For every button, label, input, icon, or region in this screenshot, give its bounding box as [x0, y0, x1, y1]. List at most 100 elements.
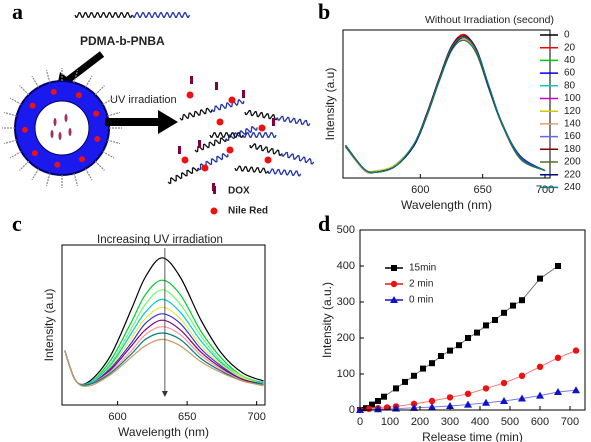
polymer-label: PDMA-b-PNBA [80, 34, 165, 48]
dye [22, 126, 29, 133]
corona-chain [9, 97, 22, 106]
marker [446, 394, 454, 401]
x-tick-label: 500 [501, 416, 519, 428]
marker [482, 385, 490, 392]
corona-chain [102, 150, 115, 159]
x-axis-title: Wavelength (nm) [118, 425, 209, 439]
corona-chain [73, 69, 79, 83]
x-axis-title: Release time (min) [422, 430, 523, 442]
drug [64, 114, 68, 122]
legend-label: 0 [564, 30, 570, 41]
dye [201, 164, 209, 172]
drug [68, 128, 72, 136]
corona-chain [107, 111, 121, 117]
dye [93, 110, 100, 117]
marker [374, 405, 382, 413]
series-line [64, 332, 264, 386]
marker [537, 275, 543, 282]
polymer-chain [242, 132, 277, 138]
polymer-chain [276, 115, 311, 127]
marker [464, 390, 472, 397]
polymer-chain [281, 151, 315, 165]
corona-chain [45, 69, 51, 83]
legend-label: 40 [564, 55, 576, 66]
polymer-chain [249, 143, 283, 157]
marker [438, 353, 444, 359]
marker [411, 372, 417, 379]
drug [190, 76, 193, 84]
dye [258, 124, 266, 132]
dye [79, 156, 86, 163]
dye [264, 156, 272, 164]
marker [482, 398, 490, 406]
legend-title: Without Irradiation (second) [425, 14, 554, 26]
corona-chain [45, 173, 51, 187]
drug [58, 132, 62, 140]
marker [375, 398, 381, 404]
polymer-chain [211, 99, 245, 113]
marker [447, 347, 453, 354]
corona-chain [73, 173, 79, 187]
x-tick-label: 650 [473, 184, 491, 196]
legend-label: 240 [564, 182, 581, 193]
polymer-chain [74, 12, 133, 18]
x-tick-label: 600 [411, 184, 429, 196]
drug [215, 82, 218, 90]
drug [53, 118, 57, 126]
marker [572, 386, 580, 394]
legend-label: 0 min [409, 295, 433, 306]
dye [181, 156, 189, 164]
dye [226, 146, 234, 154]
series-line [64, 338, 264, 387]
x-tick-label: 700 [247, 411, 265, 423]
legend-label: 180 [564, 144, 581, 155]
legend-label: 200 [564, 157, 581, 168]
marker [456, 342, 462, 349]
marker [393, 385, 399, 392]
corona-chain [3, 139, 17, 145]
legend-label: 80 [564, 80, 576, 91]
marker [501, 309, 507, 316]
x-axis-title: Wavelength (nm) [401, 198, 492, 212]
polymer-chain [179, 107, 213, 121]
polymer-chain [167, 167, 199, 185]
series-line [64, 257, 264, 386]
legend-label: 60 [564, 68, 576, 79]
marker [554, 388, 562, 395]
series-line [345, 36, 546, 174]
marker [464, 400, 472, 408]
corona-chain [94, 85, 105, 96]
corona-chain [94, 160, 105, 171]
marker [428, 397, 436, 405]
corona-chain [84, 168, 93, 181]
legend-label: Nile Red [228, 206, 268, 217]
legend-label: 2 min [409, 279, 433, 290]
y-tick-label: 500 [337, 224, 355, 236]
panel-label: b [318, 0, 330, 24]
legend-label: 160 [564, 131, 581, 142]
marker [446, 402, 454, 410]
polymer-chain [234, 165, 269, 174]
dye [29, 102, 36, 109]
y-tick-label: 300 [337, 296, 355, 308]
series-line [64, 289, 264, 386]
corona-chain [3, 111, 17, 117]
marker [519, 297, 525, 304]
drug [212, 183, 215, 191]
marker [492, 317, 498, 323]
panel-a: a PDMA-b-PNBA UV irradiation DOX Nile Re… [2, 0, 315, 217]
polymer-chain [244, 109, 279, 121]
corona-chain [107, 139, 121, 145]
series-line [345, 38, 546, 174]
series-line [345, 36, 546, 174]
dye [75, 92, 82, 99]
corona-chain [102, 97, 115, 106]
micelle-core [34, 100, 90, 156]
nile-red-icon [210, 207, 218, 215]
marker [390, 296, 398, 303]
dye [50, 88, 57, 95]
panel-label: a [12, 0, 23, 24]
drug [272, 118, 275, 126]
marker [536, 391, 544, 399]
